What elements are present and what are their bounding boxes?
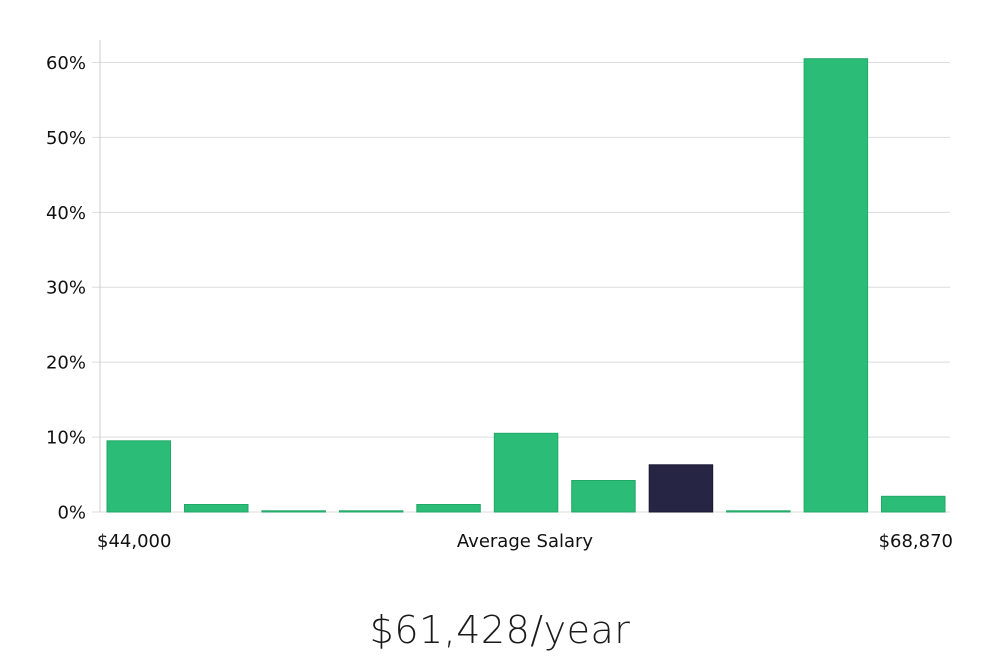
x-min-label: $44,000 [97,531,171,552]
grid-lines [92,61,950,513]
histogram-bar-2 [184,504,249,513]
histogram-bars [106,58,946,513]
y-tick-label-40: 40% [46,203,86,224]
x-max-label: $68,870 [879,531,953,552]
histogram-bar-10 [803,58,869,513]
y-tick-label-30: 30% [46,278,86,299]
y-tick-label-20: 20% [46,353,86,374]
salary-histogram-chart: 0% 10% 20% 30% 40% 50% 60% $44,000 Average Sal… [46,40,953,552]
average-salary-value: $61,428/year [369,608,631,652]
histogram-bar-4 [338,510,404,513]
x-axis-title: Average Salary [457,531,594,552]
histogram-bar-6 [493,432,559,513]
y-axis-ticks: 0% 10% 20% 30% 40% 50% 60% [46,53,86,524]
y-tick-label-0: 0% [57,503,86,524]
histogram-bar-9 [726,510,791,513]
histogram-bar-5 [416,504,481,513]
histogram-bar-7 [571,480,636,513]
y-tick-label-10: 10% [46,428,86,449]
histogram-bar-highlighted [648,464,714,513]
histogram-bar-1 [106,440,171,513]
y-tick-label-50: 50% [46,128,86,149]
histogram-bar-11 [881,495,946,513]
y-tick-label-60: 60% [46,53,86,74]
histogram-bar-3 [261,510,326,513]
